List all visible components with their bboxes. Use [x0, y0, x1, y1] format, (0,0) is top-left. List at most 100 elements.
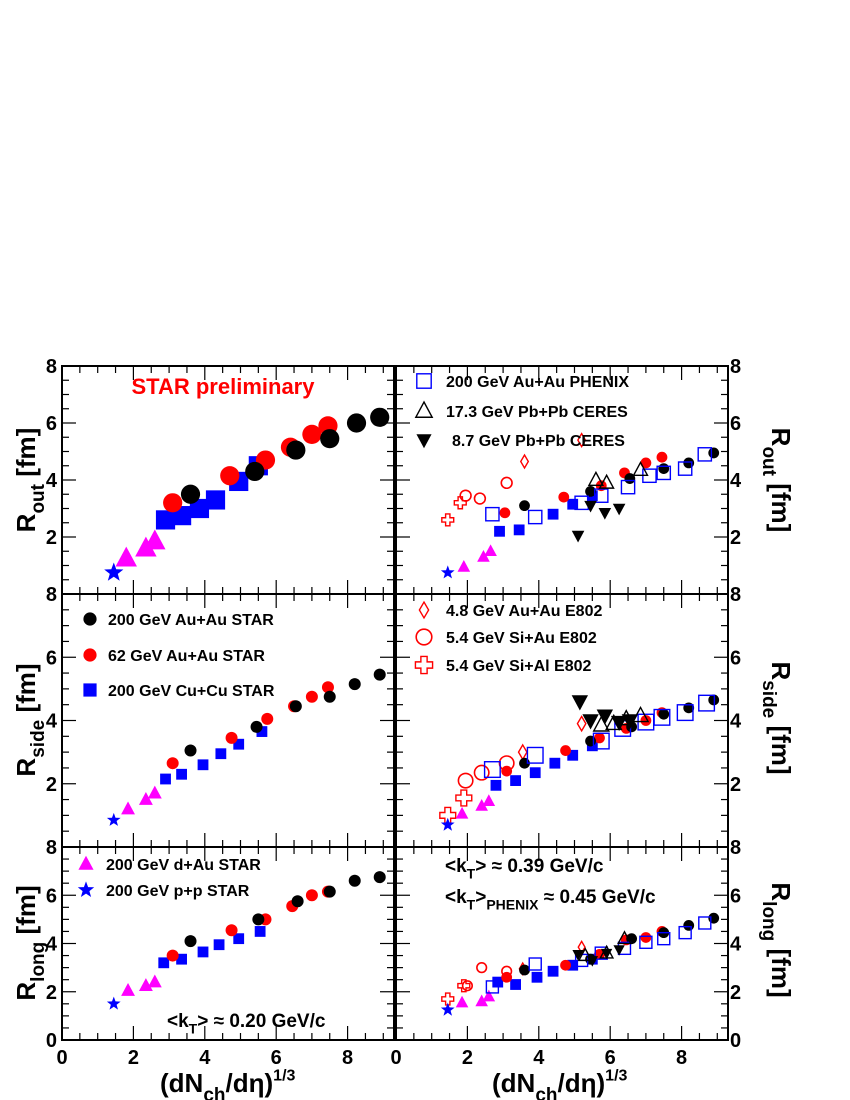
point-side-right-pp_star-0-shape — [440, 817, 455, 831]
point-out-left-au200_star-3-shape — [320, 429, 340, 449]
y-title-right-long-text: Rlong [fm] — [758, 882, 796, 997]
point-side-right-au200_star-3 — [658, 708, 670, 720]
point-side-left-au62_star-0-shape — [166, 757, 179, 770]
point-out-right-au200_phenix-8 — [697, 447, 713, 462]
point-out-left-cu200_star-0 — [155, 510, 176, 530]
xtick-label-left-0: 0 — [56, 1047, 67, 1069]
y-title-right-side-text-part: R — [766, 661, 796, 680]
point-out-left-dau_star-0 — [115, 546, 137, 567]
point-long-left-au62_star-0-shape — [166, 949, 179, 962]
point-out-left-au200_star-1-shape — [245, 461, 265, 482]
point-out-left-cu200_star-2 — [189, 498, 210, 519]
ytick-label-out-right-8: 8 — [730, 356, 741, 378]
point-side-left-cu200_star-0-shape — [160, 773, 171, 785]
point-long-right-au200_phenix-0 — [485, 980, 500, 994]
point-out-right-au62_star-5 — [656, 451, 668, 463]
point-long-left-cu200_star-3-shape — [213, 939, 225, 951]
xtick-label-right-2: 2 — [462, 1047, 473, 1069]
point-out-right-au200_star-4 — [683, 457, 695, 469]
y-title-left-out-text: Rout [fm] — [11, 428, 49, 533]
point-out-right-au62_star-1 — [558, 491, 570, 503]
ytick-label-long-left-8: 8 — [46, 837, 57, 859]
point-long-right-sial5_e802-1-shape — [457, 979, 471, 993]
point-side-left-cu200_star-2 — [197, 759, 209, 771]
legend-sial5-e802-marker — [414, 655, 434, 675]
point-long-left-cu200_star-4-shape — [233, 933, 245, 945]
point-out-right-au200_star-1 — [585, 486, 596, 497]
point-out-right-dau_star-2 — [484, 544, 497, 557]
point-long-left-cu200_star-2 — [197, 946, 209, 958]
point-side-right-cu200_star-2-shape — [529, 767, 541, 779]
point-long-right-au200_phenix-6-shape — [657, 931, 671, 946]
point-side-right-cu200_star-0 — [490, 779, 502, 791]
point-out-right-au200_phenix-8-shape — [697, 447, 713, 462]
point-out-right-pb8_ceres-3 — [612, 503, 626, 516]
panel-long-right — [440, 912, 720, 1016]
point-long-right-sial5_e802-0-shape — [441, 992, 455, 1006]
point-side-left-au62_star-1 — [225, 731, 238, 744]
frame-out-right — [395, 365, 729, 595]
x-axis-title-left-part: 1/3 — [273, 1067, 295, 1084]
point-side-right-dau_star-1 — [475, 798, 488, 811]
legend-pb8-ceres-marker-shape — [416, 434, 432, 449]
point-out-right-au200_phenix-4 — [620, 479, 636, 495]
point-long-right-au200_star-5-shape — [708, 912, 720, 924]
point-long-left-cu200_star-5 — [254, 926, 266, 937]
point-long-right-cu200_star-2-shape — [531, 971, 543, 983]
point-long-right-dau_star-0 — [455, 995, 469, 1008]
point-long-left-au200_star-0 — [184, 935, 197, 948]
point-side-right-au62_star-0-shape — [501, 765, 513, 777]
point-long-left-au200_star-3-shape — [323, 885, 336, 898]
kt-other-annotation-part: <k — [445, 856, 467, 877]
point-side-left-dau_star-1 — [138, 791, 153, 805]
point-side-right-au62_star-2-shape — [594, 732, 605, 744]
point-long-left-dau_star-0 — [121, 982, 135, 996]
point-out-right-au200_star-0-shape — [519, 500, 530, 512]
point-long-right-dau_star-0-shape — [455, 995, 469, 1008]
point-out-left-pp_star-0-shape — [104, 562, 124, 581]
point-out-right-pb8_ceres-0 — [571, 530, 585, 543]
point-out-left-au200_star-1 — [245, 461, 265, 482]
x-axis-title-left-part: ch — [203, 1085, 225, 1100]
x-axis-title-left-part: /dη) — [226, 1068, 274, 1098]
point-side-right-pb8_ceres-1-shape — [582, 714, 599, 730]
point-out-right-au62_star-1-shape — [558, 491, 570, 503]
point-out-right-au200_phenix-1 — [527, 509, 543, 525]
point-long-right-siau5_e802-0-shape — [461, 980, 473, 992]
point-out-right-pb8_ceres-0-shape — [571, 530, 585, 543]
point-side-left-cu200_star-1-shape — [176, 768, 187, 780]
x-axis-title-right-part: 1/3 — [605, 1067, 627, 1084]
point-long-left-cu200_star-3 — [213, 939, 225, 951]
kt-phenix-annotation-part: <k — [445, 887, 467, 908]
y-title-left-side-text: Rside [fm] — [11, 663, 49, 776]
y-title-left-long-text-part: long — [28, 942, 49, 982]
point-out-left-au200_star-5-shape — [370, 407, 390, 427]
panel-side-right — [439, 694, 720, 831]
x-axis-title-right-part: /dη) — [558, 1068, 606, 1098]
x-axis-title-right-part: (dN — [492, 1068, 535, 1098]
point-long-left-dau_star-0-shape — [121, 982, 135, 996]
point-long-left-au200_star-2-shape — [291, 895, 304, 908]
kt-phenix-annotation-part: ≈ 0.45 GeV/c — [538, 887, 656, 908]
point-long-right-pb17_ceres-2 — [617, 930, 632, 945]
point-out-left-au200_star-4 — [346, 413, 367, 433]
point-out-right-pb8_ceres-3-shape — [612, 503, 626, 516]
y-title-left-long-text: Rlong [fm] — [11, 885, 49, 1000]
ytick-label-long-left-0: 0 — [46, 1030, 57, 1052]
ytick-label-out-right-4: 4 — [730, 470, 742, 492]
point-side-right-sial5_e802-1-shape — [455, 789, 473, 807]
point-side-left-cu200_star-3 — [215, 748, 227, 760]
legend-au62-star-marker — [83, 648, 97, 662]
point-long-right-au200_star-0 — [519, 964, 530, 976]
xtick-label-left-8: 8 — [342, 1047, 353, 1069]
y-title-left-side: Rside [fm] — [11, 663, 49, 776]
point-long-right-dau_star-2 — [482, 989, 496, 1002]
ytick-label-out-left-4: 4 — [46, 470, 58, 492]
point-long-right-au62_star-0-shape — [501, 971, 513, 983]
point-long-left-dau_star-1-shape — [138, 978, 153, 991]
point-side-right-au62_star-1-shape — [560, 745, 571, 756]
point-long-right-au200_phenix-8-shape — [698, 916, 712, 930]
xtick-label-right-8: 8 — [676, 1047, 687, 1069]
point-long-right-pb8_ceres-1 — [586, 956, 599, 967]
y-title-right-side-text-part: [fm] — [766, 718, 796, 774]
